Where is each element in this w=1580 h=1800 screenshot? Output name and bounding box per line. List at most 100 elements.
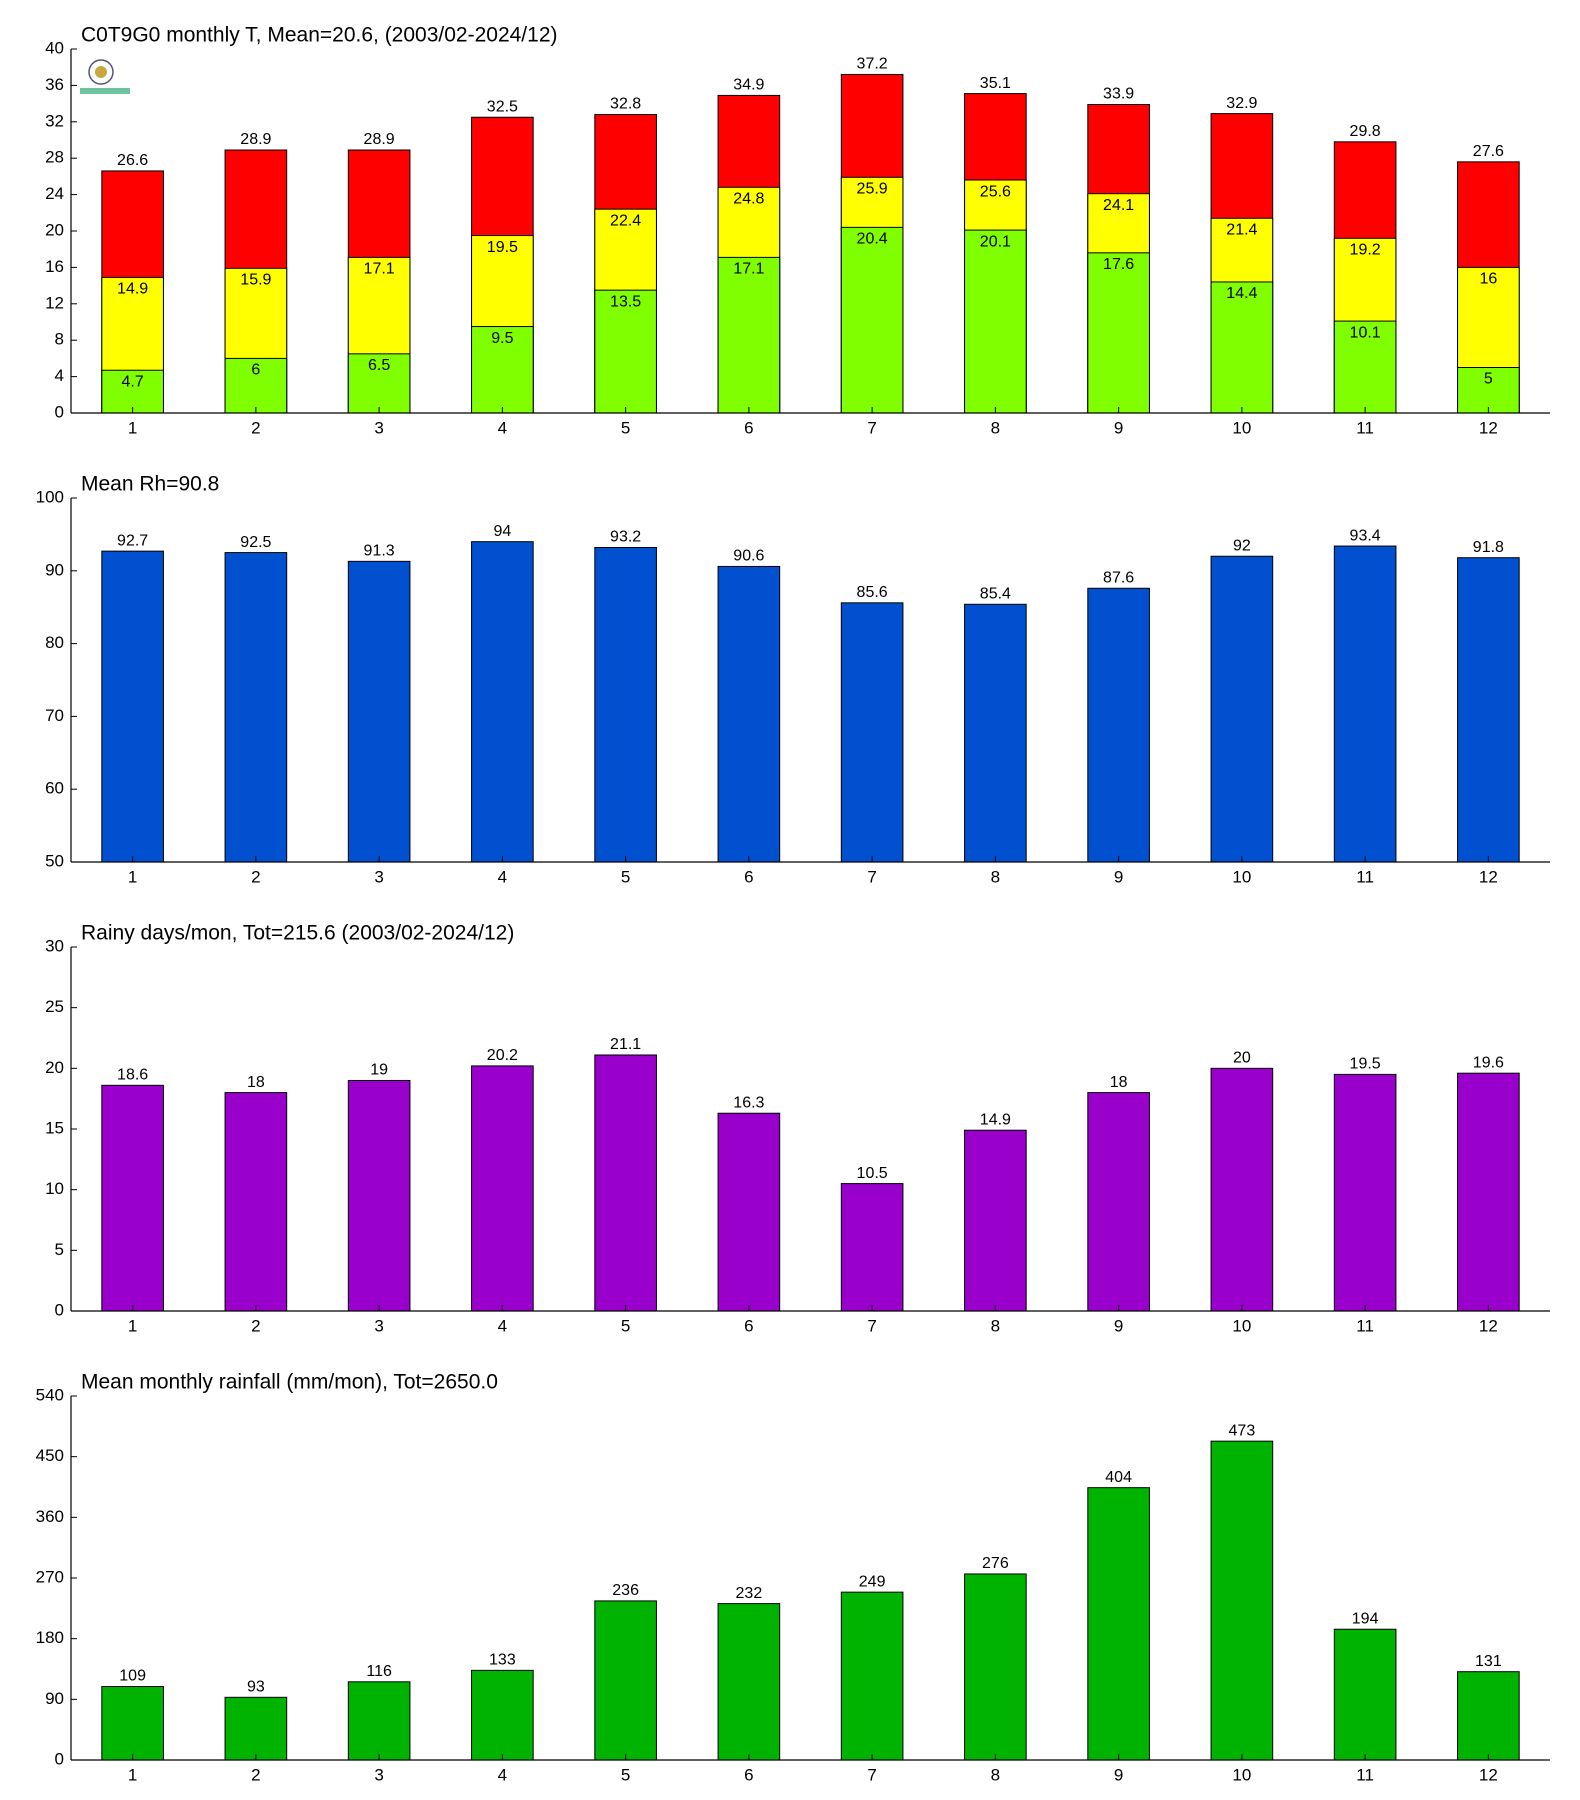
y-tick-label: 50 — [45, 851, 64, 870]
x-tick-label: 3 — [374, 1316, 383, 1335]
y-tick-label: 100 — [36, 487, 64, 506]
bar — [964, 603, 1027, 863]
y-tick-label: 28 — [45, 148, 64, 167]
y-tick-label: 80 — [45, 633, 64, 652]
value-label: 24.8 — [733, 191, 764, 208]
x-tick-label: 11 — [1356, 1765, 1374, 1784]
bar — [347, 1681, 411, 1761]
x-tick-label: 3 — [374, 1765, 383, 1784]
x-tick-label: 11 — [1356, 867, 1374, 886]
value-label: 10.1 — [1350, 324, 1381, 341]
value-label: 20.2 — [487, 1047, 518, 1064]
value-label: 4.7 — [122, 373, 144, 390]
y-tick-label: 180 — [36, 1628, 64, 1647]
bar — [1457, 1072, 1520, 1312]
y-tick-label: 40 — [45, 38, 64, 57]
value-label: 93.2 — [610, 529, 641, 546]
value-label: 16 — [1479, 271, 1497, 288]
bar — [964, 1573, 1027, 1761]
bar — [224, 357, 288, 414]
bar — [1333, 1073, 1397, 1312]
y-tick-label: 8 — [55, 330, 64, 349]
value-label: 93 — [247, 1679, 265, 1696]
y-tick-label: 0 — [55, 1749, 64, 1768]
y-tick-label: 450 — [36, 1446, 64, 1465]
chart-title: Rainy days/mon, Tot=215.6 (2003/02-2024/… — [81, 922, 514, 945]
bar — [594, 1054, 657, 1312]
value-label: 21.1 — [610, 1036, 641, 1053]
bar — [1333, 1628, 1397, 1761]
x-tick-label: 1 — [128, 418, 137, 437]
x-tick-label: 12 — [1479, 1765, 1498, 1784]
bar — [471, 541, 534, 863]
value-label: 34.9 — [733, 77, 764, 94]
value-label: 32.8 — [610, 96, 641, 113]
bar — [1087, 587, 1150, 863]
value-label: 92.5 — [240, 534, 271, 551]
x-tick-label: 2 — [251, 1765, 260, 1784]
value-label: 93.4 — [1350, 527, 1381, 544]
bar — [224, 1696, 288, 1761]
value-label: 131 — [1475, 1653, 1502, 1670]
value-label: 14.9 — [117, 281, 148, 298]
x-tick-label: 4 — [498, 867, 507, 886]
value-label: 87.6 — [1103, 569, 1134, 586]
y-tick-label: 32 — [45, 111, 64, 130]
bar — [471, 326, 534, 414]
x-tick-label: 1 — [128, 1316, 137, 1335]
y-tick-label: 10 — [45, 1179, 64, 1198]
value-label: 13.5 — [610, 293, 641, 310]
value-label: 9.5 — [491, 330, 513, 347]
value-label: 22.4 — [610, 212, 641, 229]
x-tick-label: 6 — [744, 867, 753, 886]
bar — [1210, 1067, 1274, 1312]
bar — [347, 560, 411, 863]
x-tick-label: 9 — [1114, 1316, 1123, 1335]
value-label: 473 — [1229, 1422, 1256, 1439]
value-label: 32.9 — [1226, 95, 1257, 112]
bar — [347, 1079, 411, 1312]
x-tick-label: 9 — [1114, 867, 1123, 886]
y-tick-label: 20 — [45, 1058, 64, 1077]
y-tick-label: 4 — [55, 366, 64, 385]
bar — [347, 353, 411, 414]
value-label: 90.6 — [733, 548, 764, 565]
value-label: 19.5 — [487, 239, 518, 256]
bar — [1210, 555, 1274, 863]
value-label: 26.6 — [117, 152, 148, 169]
x-tick-label: 5 — [621, 418, 630, 437]
bar — [101, 550, 164, 863]
x-tick-label: 10 — [1232, 1765, 1251, 1784]
value-label: 15.9 — [240, 272, 271, 289]
bar — [1457, 557, 1520, 863]
value-label: 35.1 — [980, 75, 1011, 92]
y-tick-label: 540 — [36, 1385, 64, 1404]
x-tick-label: 8 — [991, 1316, 1000, 1335]
x-tick-label: 4 — [498, 1765, 507, 1784]
y-tick-label: 90 — [45, 560, 64, 579]
bar — [1087, 1487, 1150, 1761]
bar — [1087, 252, 1150, 414]
x-tick-label: 12 — [1479, 1316, 1498, 1335]
y-tick-label: 0 — [55, 1300, 64, 1319]
x-tick-label: 11 — [1356, 1316, 1374, 1335]
x-tick-label: 7 — [867, 867, 876, 886]
value-label: 20 — [1233, 1050, 1251, 1067]
value-label: 194 — [1352, 1610, 1379, 1627]
x-tick-label: 6 — [744, 418, 753, 437]
value-label: 232 — [736, 1585, 763, 1602]
x-tick-label: 7 — [867, 1316, 876, 1335]
value-label: 85.4 — [980, 586, 1011, 603]
x-tick-label: 12 — [1479, 867, 1498, 886]
x-tick-label: 9 — [1114, 418, 1123, 437]
y-tick-label: 20 — [45, 220, 64, 239]
bar — [840, 602, 904, 863]
bar — [840, 226, 904, 414]
value-label: 19.2 — [1350, 241, 1381, 258]
value-label: 17.1 — [733, 261, 764, 278]
value-label: 19.5 — [1350, 1056, 1381, 1073]
value-label: 14.9 — [980, 1111, 1011, 1128]
bar — [964, 1129, 1027, 1312]
x-tick-label: 6 — [744, 1316, 753, 1335]
